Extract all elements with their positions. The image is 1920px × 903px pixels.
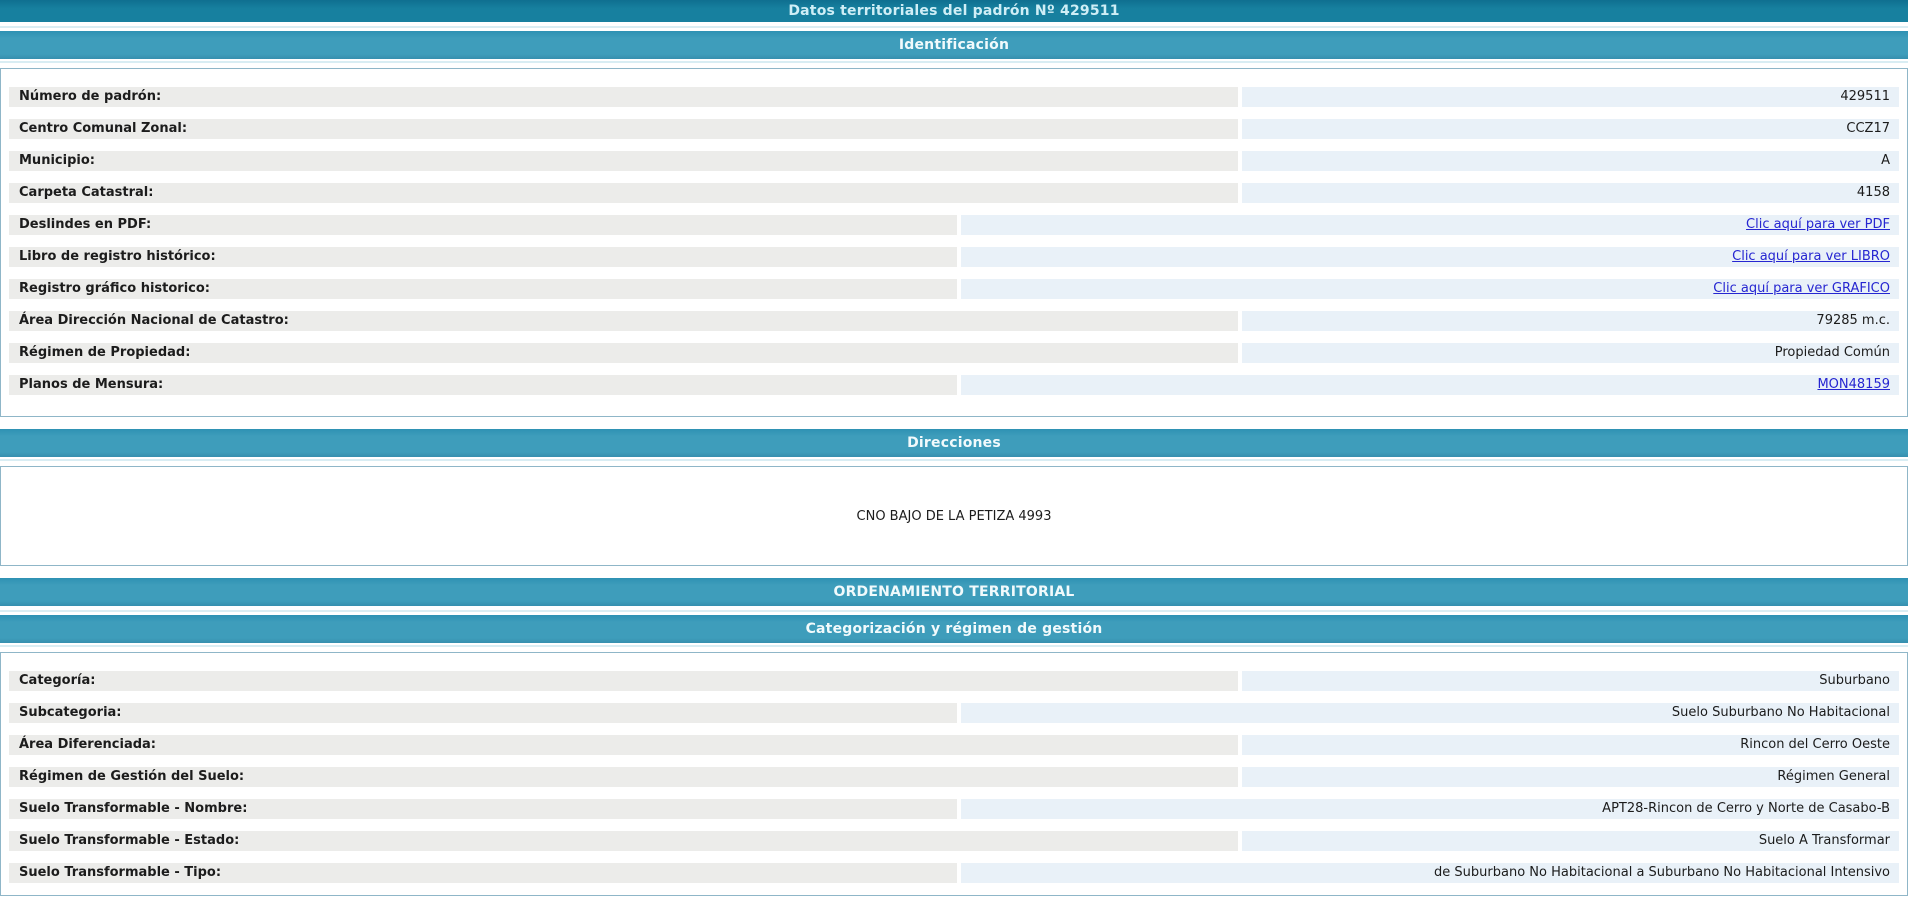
field-link[interactable]: Clic aquí para ver PDF: [1746, 217, 1890, 232]
divider: [0, 61, 1908, 63]
field-value: Clic aquí para ver GRAFICO: [961, 279, 1899, 299]
field-value: Suelo Suburbano No Habitacional: [961, 703, 1899, 723]
field-label: Suelo Transformable - Estado:: [9, 831, 1238, 851]
field-value: MON48159: [961, 375, 1899, 395]
table-row: Área Diferenciada: Rincon del Cerro Oeste: [9, 735, 1899, 755]
field-label: Deslindes en PDF:: [9, 215, 957, 235]
address-text: CNO BAJO DE LA PETIZA 4993: [856, 508, 1052, 524]
divider: [0, 645, 1908, 647]
divider: [0, 26, 1908, 28]
table-row: Número de padrón: 429511: [9, 87, 1899, 107]
field-label: Centro Comunal Zonal:: [9, 119, 1238, 139]
table-row: Régimen de Gestión del Suelo: Régimen Gen…: [9, 767, 1899, 787]
table-row: Planos de Mensura: MON48159: [9, 375, 1899, 395]
divider: [0, 610, 1908, 612]
field-value: APT28-Rincon de Cerro y Norte de Casabo-…: [961, 799, 1899, 819]
identificacion-table: Número de padrón: 429511 Centro Comunal Zo…: [0, 68, 1908, 417]
table-row: Carpeta Catastral: 4158: [9, 183, 1899, 203]
divider: [0, 459, 1908, 461]
field-label: Libro de registro histórico:: [9, 247, 957, 267]
table-row: Centro Comunal Zonal: CCZ17: [9, 119, 1899, 139]
field-label: Régimen de Propiedad:: [9, 343, 1238, 363]
direcciones-box: CNO BAJO DE LA PETIZA 4993: [0, 466, 1908, 566]
field-label: Régimen de Gestión del Suelo:: [9, 767, 1238, 787]
field-label: Carpeta Catastral:: [9, 183, 1238, 203]
field-value: Clic aquí para ver LIBRO: [961, 247, 1899, 267]
table-row: Registro gráfico historico: Clic aquí par…: [9, 279, 1899, 299]
field-label: Suelo Transformable - Nombre:: [9, 799, 957, 819]
field-link[interactable]: Clic aquí para ver GRAFICO: [1713, 281, 1890, 296]
table-row: Libro de registro histórico: Clic aquí pa…: [9, 247, 1899, 267]
table-row: Régimen de Propiedad: Propiedad Común: [9, 343, 1899, 363]
table-row: Subcategoria: Suelo Suburbano No Habitaci…: [9, 703, 1899, 723]
field-label: Subcategoria:: [9, 703, 957, 723]
table-row: Suelo Transformable - Nombre: APT28-Rinco…: [9, 799, 1899, 819]
field-label: Municipio:: [9, 151, 1238, 171]
field-label: Registro gráfico historico:: [9, 279, 957, 299]
field-link[interactable]: MON48159: [1817, 377, 1890, 392]
table-row: Deslindes en PDF: Clic aquí para ver PDF: [9, 215, 1899, 235]
field-value: 79285 m.c.: [1242, 311, 1899, 331]
field-label: Área Diferenciada:: [9, 735, 1238, 755]
field-label: Número de padrón:: [9, 87, 1238, 107]
field-label: Área Dirección Nacional de Catastro:: [9, 311, 1238, 331]
field-value: 4158: [1242, 183, 1899, 203]
section-header-direcciones: Direcciones: [0, 429, 1908, 457]
field-value: Clic aquí para ver PDF: [961, 215, 1899, 235]
categorizacion-table: Categoría: Suburbano Subcategoria: Suelo Su…: [0, 652, 1908, 896]
field-label: Categoría:: [9, 671, 1238, 691]
field-label: Suelo Transformable - Tipo:: [9, 863, 957, 883]
section-header-categorizacion: Categorización y régimen de gestión: [0, 615, 1908, 643]
table-row: Suelo Transformable - Estado: Suelo A Tra…: [9, 831, 1899, 851]
field-value: Rincon del Cerro Oeste: [1242, 735, 1899, 755]
field-value: A: [1242, 151, 1899, 171]
field-value: CCZ17: [1242, 119, 1899, 139]
field-value: Suelo A Transformar: [1242, 831, 1899, 851]
field-value: Propiedad Común: [1242, 343, 1899, 363]
field-value: Suburbano: [1242, 671, 1899, 691]
page-title: Datos territoriales del padrón Nº 429511: [0, 0, 1908, 22]
table-row: Municipio: A: [9, 151, 1899, 171]
table-row: Área Dirección Nacional de Catastro: 7928…: [9, 311, 1899, 331]
field-value: Régimen General: [1242, 767, 1899, 787]
field-link[interactable]: Clic aquí para ver LIBRO: [1732, 249, 1890, 264]
table-row: Suelo Transformable - Tipo: de Suburbano …: [9, 863, 1899, 883]
field-value: de Suburbano No Habitacional a Suburbano…: [961, 863, 1899, 883]
field-label: Planos de Mensura:: [9, 375, 957, 395]
section-header-ordenamiento: ORDENAMIENTO TERRITORIAL: [0, 578, 1908, 606]
table-row: Categoría: Suburbano: [9, 671, 1899, 691]
section-header-identificacion: Identificación: [0, 31, 1908, 59]
field-value: 429511: [1242, 87, 1899, 107]
